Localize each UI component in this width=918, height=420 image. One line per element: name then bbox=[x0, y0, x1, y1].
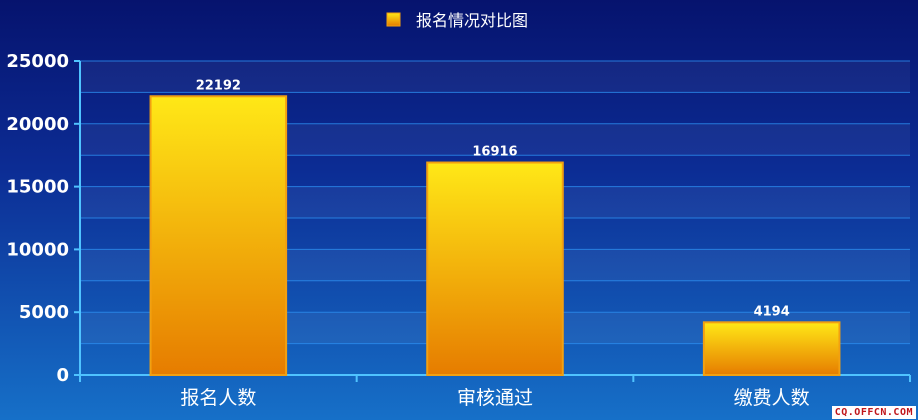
bar bbox=[702, 321, 841, 377]
x-tick-label: 审核通过 bbox=[457, 387, 533, 409]
bar bbox=[149, 95, 288, 376]
legend-label: 报名情况对比图 bbox=[416, 11, 528, 30]
y-tick-label: 25000 bbox=[6, 51, 69, 72]
watermark: CQ.OFFCN.COM bbox=[831, 406, 916, 419]
legend-swatch bbox=[386, 12, 401, 27]
y-tick-label: 5000 bbox=[19, 302, 69, 323]
bar bbox=[426, 161, 564, 376]
legend: 报名情况对比图 bbox=[386, 11, 528, 30]
data-label: 22192 bbox=[196, 78, 241, 93]
plot-band bbox=[80, 61, 910, 93]
data-label: 16916 bbox=[472, 145, 517, 160]
x-tick-label: 报名人数 bbox=[180, 387, 256, 409]
y-tick-label: 0 bbox=[56, 365, 69, 386]
data-label: 4194 bbox=[754, 304, 790, 319]
x-tick-label: 缴费人数 bbox=[734, 387, 810, 409]
y-tick-label: 20000 bbox=[6, 114, 69, 135]
y-tick-label: 10000 bbox=[6, 239, 69, 260]
y-tick-label: 15000 bbox=[6, 177, 69, 198]
